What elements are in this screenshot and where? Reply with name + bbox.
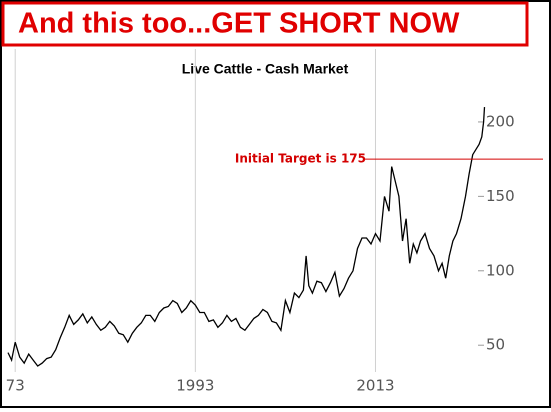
x-tick-label: 2013 bbox=[356, 377, 394, 395]
chart-title: Live Cattle - Cash Market bbox=[182, 61, 349, 77]
y-tick-label: 50 bbox=[486, 336, 505, 354]
target-label: Initial Target is 175 bbox=[235, 152, 366, 166]
headline: And this too...GET SHORT NOW bbox=[18, 8, 460, 40]
x-tick-label: 73 bbox=[6, 377, 25, 395]
y-tick-label: 150 bbox=[486, 187, 515, 205]
headline-box bbox=[1, 1, 529, 47]
y-tick-label: 200 bbox=[486, 112, 515, 130]
line-series bbox=[7, 107, 486, 367]
x-tick-label: 1993 bbox=[176, 377, 214, 395]
y-tick-label: 100 bbox=[486, 261, 515, 279]
